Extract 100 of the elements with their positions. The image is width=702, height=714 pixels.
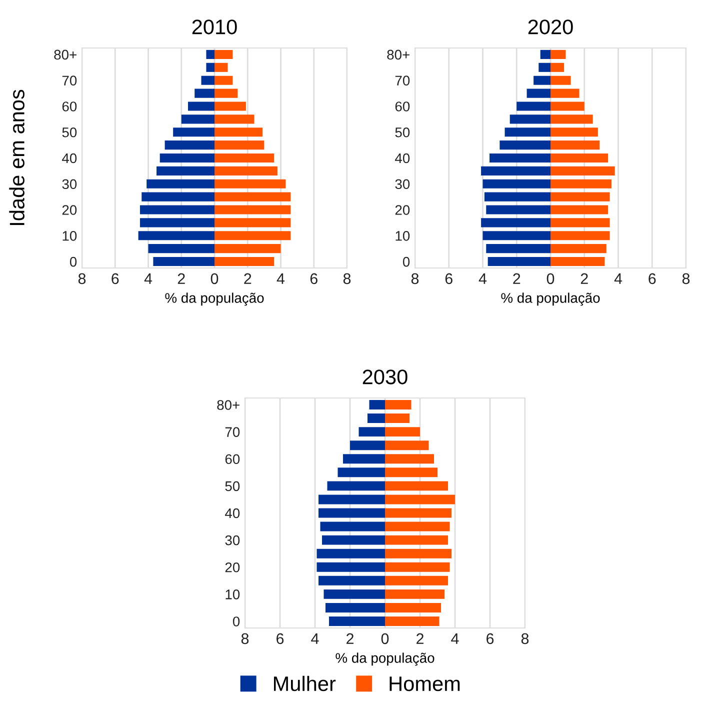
bar [214, 218, 291, 228]
bar [201, 76, 214, 85]
bar [385, 562, 450, 572]
bar [214, 205, 291, 214]
bar [550, 153, 608, 163]
bar [214, 166, 278, 176]
y-tick-label: 0 [70, 256, 77, 267]
bar [164, 140, 214, 150]
bar [146, 179, 214, 188]
legend-label: Mulher [274, 676, 336, 692]
bar [140, 205, 214, 214]
bar [550, 114, 593, 124]
y-tick-label: 60 [62, 102, 77, 112]
x-tick-label: 8 [682, 273, 690, 284]
bar [385, 576, 448, 586]
bar [329, 616, 385, 626]
bar [156, 166, 214, 176]
bar [550, 50, 566, 59]
y-tick-label: 0 [232, 616, 240, 626]
y-tick-label: 50 [395, 127, 410, 138]
bar [214, 76, 233, 85]
bar [214, 62, 228, 72]
y-tick-label: 80+ [387, 50, 410, 60]
x-tick-label: 4 [614, 273, 622, 284]
bar [550, 231, 610, 240]
bar [481, 218, 550, 228]
x-tick-label: 6 [648, 273, 656, 284]
x-tick-label: 4 [311, 633, 319, 644]
bar [214, 140, 264, 150]
x-tick-label: 0 [381, 633, 389, 644]
bar [368, 414, 385, 424]
bar [138, 231, 214, 240]
y-tick-label: 70 [62, 76, 77, 86]
x-axis-title: % da população [336, 652, 434, 666]
x-tick-label: 2 [513, 273, 520, 284]
x-tick-label: 6 [310, 273, 318, 284]
bar [526, 88, 550, 98]
y-tick-label: 50 [62, 127, 77, 138]
bar [214, 128, 263, 137]
x-axis-title: % da população [165, 292, 264, 306]
bar [369, 400, 385, 410]
bar [550, 244, 606, 254]
bar [516, 102, 550, 111]
bar [486, 244, 550, 254]
bar [214, 114, 254, 124]
y-tick-label: 30 [395, 179, 410, 190]
bar [482, 179, 550, 188]
bar [214, 231, 291, 240]
bar [173, 128, 214, 137]
bar [206, 62, 214, 72]
bar [206, 50, 214, 59]
bar [540, 50, 550, 59]
bar [316, 562, 385, 572]
bar [148, 244, 214, 254]
x-tick-label: 4 [478, 273, 487, 284]
bar [550, 166, 615, 176]
bar [550, 179, 612, 188]
bar [153, 257, 214, 266]
y-tick-label: 70 [395, 76, 410, 86]
bar [550, 218, 610, 228]
bar [550, 140, 600, 150]
bar [318, 494, 385, 504]
x-tick-label: 2 [580, 273, 588, 284]
bar [385, 481, 448, 491]
x-tick-label: 8 [521, 633, 529, 644]
bar [320, 522, 385, 532]
x-tick-label: 2 [346, 633, 354, 644]
chart-title: 2020 [528, 20, 573, 34]
bar [318, 508, 385, 518]
y-tick-label: 60 [225, 454, 240, 464]
bar [142, 192, 214, 202]
x-axis-title: % da população [501, 292, 600, 306]
bar [486, 205, 550, 214]
bar [214, 257, 274, 266]
bar [316, 548, 385, 558]
bar [385, 454, 434, 464]
y-tick-label: 10 [396, 230, 410, 241]
x-tick-label: 4 [144, 273, 152, 284]
bar [385, 440, 429, 450]
bar [550, 128, 598, 137]
bar [481, 166, 550, 176]
x-tick-label: 8 [78, 273, 86, 284]
bar [322, 535, 385, 545]
x-tick-label: 0 [546, 273, 554, 284]
x-tick-label: 6 [486, 633, 494, 644]
y-tick-label: 10 [62, 230, 77, 241]
y-tick-label: 20 [395, 205, 410, 215]
bar [550, 88, 580, 98]
bar [550, 76, 571, 85]
bar [385, 400, 412, 410]
bar [550, 62, 564, 72]
bar [550, 192, 610, 202]
y-tick-label: 80+ [217, 400, 240, 410]
bar [500, 140, 550, 150]
bar [385, 427, 420, 437]
x-tick-label: 8 [343, 273, 351, 284]
bar [490, 153, 550, 163]
y-tick-label: 40 [62, 153, 77, 164]
y-tick-label: 60 [395, 102, 410, 112]
x-tick-label: 0 [210, 273, 218, 284]
